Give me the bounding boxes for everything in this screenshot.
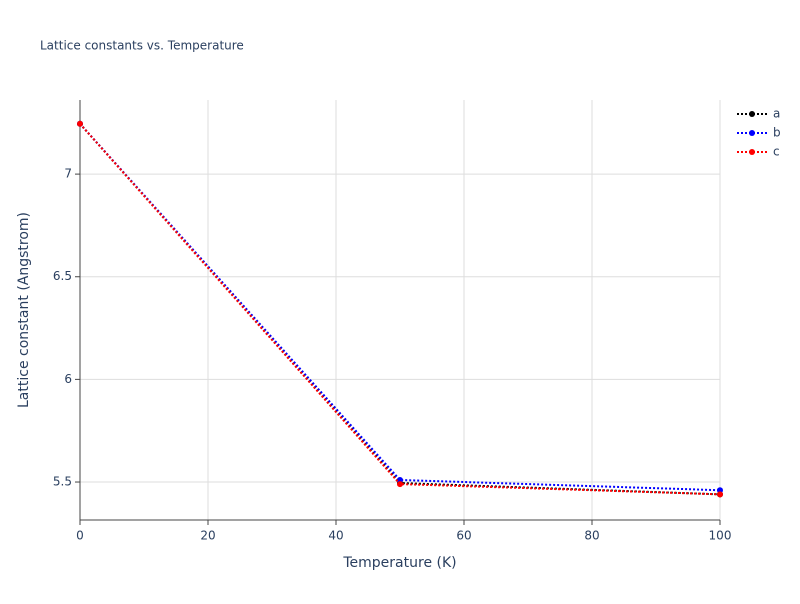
y-tick-label: 5.5	[53, 475, 72, 489]
series-line	[79, 123, 721, 496]
x-axis-title: Temperature (K)	[342, 555, 456, 571]
y-axis-title: Lattice constant (Angstrom)	[16, 212, 32, 408]
point	[397, 481, 403, 488]
legend-marker	[749, 130, 755, 136]
point	[717, 487, 723, 494]
x-tick-label: 40	[328, 529, 343, 543]
x-tick-label: 80	[584, 529, 599, 543]
y-tick-label: 6.5	[53, 269, 72, 283]
x-tick-label: 20	[200, 529, 215, 543]
legend-label: c	[773, 145, 780, 159]
legend-marker	[749, 111, 755, 117]
y-tick-label: 6	[64, 372, 72, 386]
legend-label: a	[773, 107, 780, 121]
x-tick-label: 0	[76, 529, 84, 543]
series-line	[79, 123, 721, 492]
legend-marker	[749, 149, 755, 155]
x-tick-label: 60	[456, 529, 471, 543]
series-line	[79, 123, 721, 496]
legend-label: b	[773, 126, 781, 140]
point	[717, 491, 723, 498]
y-tick-label: 7	[64, 167, 72, 181]
chart-title: Lattice constants vs. Temperature	[40, 39, 244, 53]
point	[397, 476, 403, 483]
x-tick-label: 100	[709, 529, 732, 543]
point	[77, 120, 83, 127]
